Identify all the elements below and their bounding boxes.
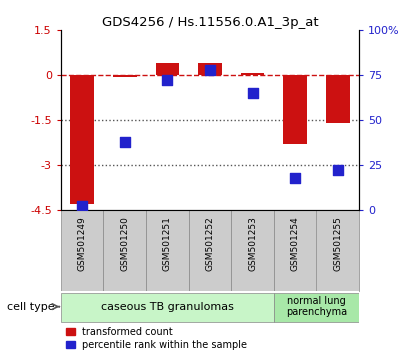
Bar (146, 210, 189, 291)
Text: GSM501254: GSM501254 (291, 217, 300, 271)
Legend: transformed count, percentile rank within the sample: transformed count, percentile rank withi… (66, 327, 247, 350)
Bar (274, 210, 317, 291)
Point (249, 90, 256, 96)
Text: GSM501249: GSM501249 (78, 217, 87, 271)
Bar (189, 210, 231, 291)
Bar (241, 73, 264, 75)
Bar (103, 210, 146, 291)
Title: GDS4256 / Hs.11556.0.A1_3p_at: GDS4256 / Hs.11556.0.A1_3p_at (102, 16, 318, 29)
Point (164, 78, 171, 83)
Text: cell type: cell type (7, 302, 55, 312)
Point (334, 168, 341, 173)
Bar (274, 293, 359, 322)
Text: GSM501252: GSM501252 (205, 217, 215, 271)
Text: GSM501251: GSM501251 (163, 217, 172, 272)
Point (79, 204, 86, 209)
Bar (198, 63, 222, 75)
Bar (61, 293, 274, 322)
Text: normal lung
parenchyma: normal lung parenchyma (286, 296, 347, 318)
Point (292, 175, 299, 181)
Point (121, 139, 128, 144)
Bar (156, 63, 179, 75)
Bar (61, 210, 103, 291)
Bar (284, 75, 307, 144)
Bar (317, 210, 359, 291)
Text: GSM501255: GSM501255 (333, 217, 342, 272)
Text: GSM501250: GSM501250 (120, 217, 129, 272)
Bar (113, 75, 136, 76)
Text: caseous TB granulomas: caseous TB granulomas (101, 302, 234, 312)
Bar (71, 75, 94, 204)
Point (207, 67, 213, 73)
Bar (326, 75, 349, 123)
Bar (231, 210, 274, 291)
Text: GSM501253: GSM501253 (248, 217, 257, 272)
